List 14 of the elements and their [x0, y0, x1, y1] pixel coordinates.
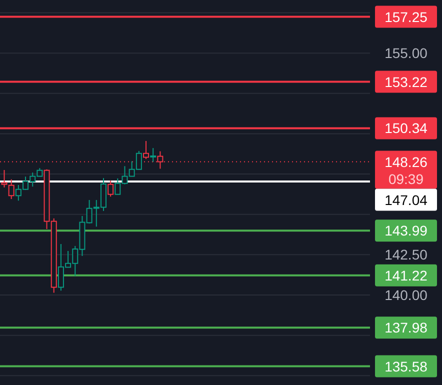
ref-line-label: 148.26	[384, 154, 428, 170]
ref-line-label: 135.58	[384, 358, 428, 374]
ref-line-label: 143.99	[384, 222, 428, 239]
ref-line-label: 147.04	[384, 192, 428, 208]
ref-line-label: 137.98	[384, 320, 428, 336]
ref-line-label: 157.25	[384, 8, 428, 25]
text: 09:39	[388, 170, 424, 187]
candlestick	[1, 170, 8, 188]
y-tick-label: 155.00	[384, 45, 428, 62]
ref-line-label: 153.22	[384, 74, 428, 90]
y-tick-label: 142.50	[384, 246, 428, 263]
ref-line-label: 150.34	[384, 120, 428, 136]
y-tick-label: 140.00	[384, 287, 428, 303]
ref-line-label: 141.22	[384, 267, 428, 284]
